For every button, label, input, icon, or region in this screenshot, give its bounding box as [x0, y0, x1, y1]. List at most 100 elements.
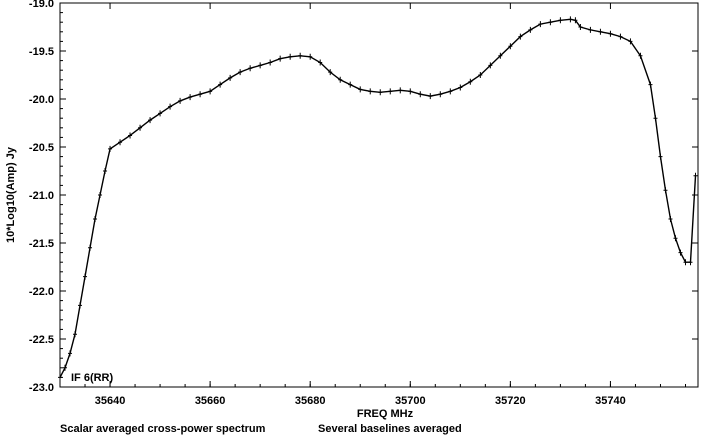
- data-point: [288, 53, 293, 60]
- data-point: [408, 88, 413, 95]
- data-point: [528, 26, 533, 33]
- data-point: [508, 43, 513, 50]
- data-point: [693, 172, 698, 179]
- y-tick-label: -21.5: [29, 238, 54, 250]
- data-point: [68, 350, 73, 357]
- data-point: [518, 33, 523, 40]
- data-point: [188, 94, 193, 101]
- x-tick-label: 35700: [395, 395, 426, 407]
- y-tick-label: -23.0: [29, 382, 54, 394]
- data-point: [228, 74, 233, 81]
- data-point: [648, 81, 653, 88]
- data-point: [578, 24, 583, 30]
- data-point: [448, 88, 453, 95]
- data-point: [93, 216, 98, 222]
- data-point: [438, 91, 443, 98]
- data-point: [538, 21, 543, 28]
- data-point: [688, 259, 693, 266]
- data-point: [138, 124, 143, 131]
- data-point: [488, 62, 493, 69]
- data-point: [628, 38, 633, 45]
- data-point: [118, 139, 123, 146]
- data-point: [388, 88, 393, 95]
- data-point: [598, 28, 603, 35]
- data-point: [103, 168, 108, 174]
- data-point: [548, 19, 553, 26]
- data-point: [573, 17, 578, 24]
- data-point: [658, 153, 663, 160]
- data-point: [498, 52, 503, 59]
- data-point: [458, 84, 463, 91]
- plot-frame: [59, 2, 699, 388]
- data-point: [558, 17, 563, 24]
- data-point: [378, 89, 383, 96]
- footer-left: Scalar averaged cross-power spectrum: [60, 423, 266, 435]
- data-point: [148, 117, 153, 124]
- y-tick-label: -22.0: [29, 286, 54, 298]
- data-point: [368, 88, 373, 95]
- data-point: [238, 69, 243, 76]
- x-axis-title: FREQ MHz: [357, 408, 414, 420]
- data-point: [98, 192, 103, 198]
- x-tick-label: 35720: [495, 395, 526, 407]
- data-point: [88, 244, 93, 251]
- y-tick-label: -20.5: [29, 142, 54, 154]
- data-point: [653, 115, 658, 122]
- data-point: [328, 69, 333, 76]
- x-tick-label: 35660: [195, 395, 226, 407]
- y-tick-label: -20.0: [29, 94, 54, 106]
- data-point: [63, 364, 68, 371]
- data-point: [168, 103, 173, 110]
- y-tick-label: -19.5: [29, 46, 54, 58]
- data-point: [258, 62, 263, 69]
- data-point: [568, 16, 573, 23]
- data-point: [418, 91, 423, 98]
- x-tick-label: 35640: [95, 395, 126, 407]
- data-point: [278, 55, 283, 62]
- data-point: [108, 145, 113, 152]
- data-point: [198, 91, 203, 98]
- data-point: [318, 59, 323, 66]
- y-axis-title: 10*Log10(Amp) Jy: [5, 146, 17, 243]
- if-label: IF 6(RR): [71, 372, 114, 384]
- series-line: [59, 18, 697, 378]
- data-point: [683, 259, 688, 266]
- data-point: [468, 78, 473, 85]
- data-point: [673, 235, 678, 242]
- x-tick-label: 35740: [595, 395, 626, 407]
- data-point: [608, 30, 613, 37]
- y-tick-label: -22.5: [29, 334, 54, 346]
- data-point: [58, 374, 62, 381]
- data-point: [588, 26, 593, 33]
- data-point: [618, 33, 623, 40]
- data-point: [128, 132, 133, 139]
- data-point: [338, 76, 343, 83]
- x-tick-label: 35680: [295, 395, 326, 407]
- series-layer: [58, 16, 698, 381]
- data-point: [308, 53, 313, 60]
- data-point: [348, 81, 353, 88]
- data-point: [268, 59, 273, 66]
- footer-right: Several baselines averaged: [318, 423, 462, 435]
- data-point: [298, 52, 303, 59]
- data-point: [248, 65, 253, 72]
- data-point: [428, 93, 433, 100]
- data-point: [73, 331, 78, 338]
- data-point: [668, 216, 673, 222]
- data-point: [678, 249, 683, 256]
- data-point: [218, 81, 223, 88]
- data-point: [663, 187, 668, 194]
- data-point: [78, 302, 83, 309]
- data-point: [158, 110, 163, 117]
- x-axis: 35640 35660 35680 35700 35720 35740: [59, 3, 686, 407]
- data-point: [478, 72, 483, 78]
- data-point: [208, 88, 213, 95]
- data-point: [83, 273, 88, 280]
- data-point: [178, 97, 183, 104]
- data-point: [398, 87, 403, 94]
- y-axis: -19.0 -19.5 -20.0 -20.5 -21.0 -21.5 -22.0 -22.5…: [29, 0, 698, 394]
- data-point: [358, 86, 363, 93]
- y-tick-label: -21.0: [29, 190, 54, 202]
